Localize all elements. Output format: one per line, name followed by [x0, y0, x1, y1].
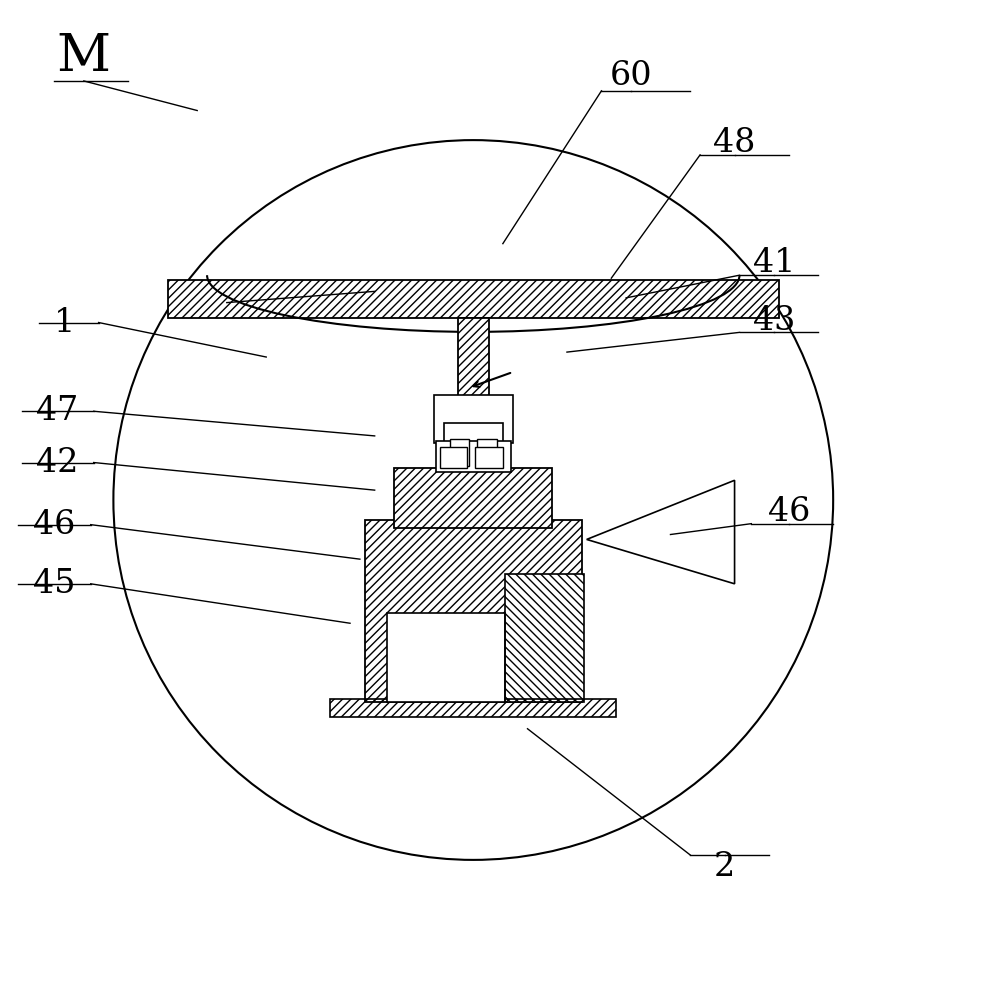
Text: 60: 60	[609, 60, 653, 92]
Bar	[444, 423, 503, 470]
Bar	[450, 439, 469, 466]
Bar	[387, 613, 505, 702]
Bar	[330, 699, 616, 717]
Bar	[475, 447, 503, 468]
Bar	[394, 468, 552, 528]
Bar	[330, 699, 616, 717]
Text: M: M	[57, 31, 110, 82]
Text: 43: 43	[753, 305, 795, 337]
Bar	[440, 447, 467, 468]
Text: 2: 2	[714, 851, 736, 883]
Bar	[458, 318, 489, 431]
Text: 41: 41	[753, 247, 795, 279]
Bar	[365, 520, 582, 702]
Bar	[434, 395, 513, 443]
Bar	[365, 520, 582, 702]
Bar	[168, 280, 779, 318]
Text: 46: 46	[768, 496, 810, 528]
Bar	[505, 574, 584, 702]
Text: 45: 45	[33, 568, 76, 600]
Text: 47: 47	[36, 395, 78, 427]
Bar	[505, 574, 584, 702]
Text: 48: 48	[714, 127, 755, 159]
Bar	[168, 280, 779, 318]
Bar	[436, 441, 511, 472]
Bar	[477, 439, 497, 466]
Bar	[458, 318, 489, 431]
Bar	[394, 468, 552, 528]
Text: 46: 46	[34, 509, 75, 541]
Text: 42: 42	[36, 447, 78, 479]
Text: 1: 1	[53, 307, 75, 339]
